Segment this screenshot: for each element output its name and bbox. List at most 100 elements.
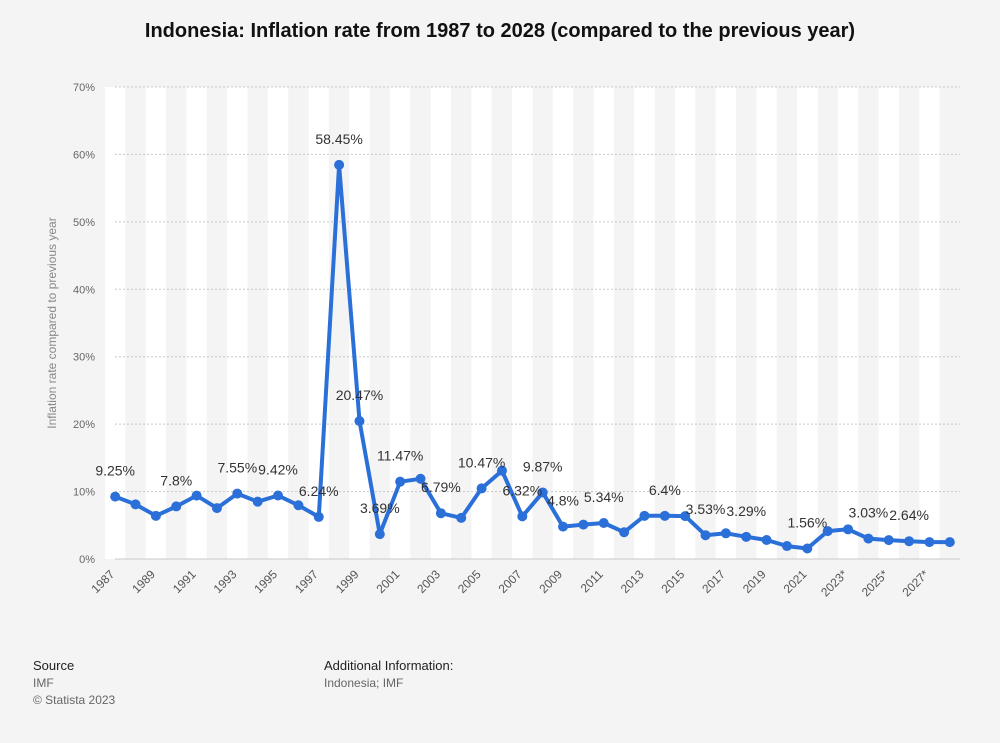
data-point xyxy=(456,512,467,523)
y-tick-label: 10% xyxy=(73,487,95,499)
x-tick-label: 2001 xyxy=(374,567,403,596)
copyright-line: © Statista 2023 xyxy=(33,693,116,707)
column-band xyxy=(593,87,614,559)
data-point xyxy=(781,541,792,552)
column-band xyxy=(471,87,492,559)
x-tick-label: 1993 xyxy=(211,567,240,596)
column-band xyxy=(227,87,248,559)
additional-info-heading: Additional Information: xyxy=(324,658,454,673)
y-tick-label: 70% xyxy=(73,82,95,94)
data-point xyxy=(130,499,141,510)
data-point xyxy=(944,537,955,548)
data-label: 9.42% xyxy=(258,461,298,477)
data-point xyxy=(761,534,772,545)
column-band xyxy=(797,87,818,559)
data-point xyxy=(476,483,487,494)
data-point xyxy=(313,511,324,522)
data-point xyxy=(517,511,528,522)
data-point xyxy=(904,536,915,547)
data-point xyxy=(334,159,345,170)
data-point xyxy=(863,533,874,544)
x-tick-label: 2013 xyxy=(618,567,647,596)
x-tick-label: 2005 xyxy=(455,567,484,596)
column-band xyxy=(512,87,533,559)
data-point xyxy=(883,535,894,546)
column-band xyxy=(878,87,899,559)
x-tick-label: 2027* xyxy=(900,567,932,599)
data-point xyxy=(252,496,263,507)
data-label: 6.4% xyxy=(649,482,681,498)
data-point xyxy=(171,501,182,512)
data-point xyxy=(558,521,569,532)
data-point xyxy=(802,543,813,554)
source-block: Source IMF © Statista 2023 xyxy=(33,658,115,707)
x-tick-label: 1987 xyxy=(89,567,118,596)
data-point xyxy=(680,511,691,522)
data-point xyxy=(293,500,304,511)
data-label: 11.47% xyxy=(377,448,423,464)
data-point xyxy=(110,491,121,502)
additional-info-line: Indonesia; IMF xyxy=(324,676,404,690)
data-point xyxy=(619,527,630,538)
x-tick-label: 2023* xyxy=(818,567,850,599)
column-band xyxy=(552,87,574,559)
data-point xyxy=(232,488,243,499)
y-tick-label: 30% xyxy=(73,352,95,364)
data-point xyxy=(191,490,202,501)
x-tick-label: 2021 xyxy=(781,567,810,596)
data-point xyxy=(374,529,385,540)
x-tick-label: 1997 xyxy=(292,567,321,596)
data-label: 7.8% xyxy=(160,472,192,488)
x-tick-label: 1991 xyxy=(170,567,199,596)
y-tick-label: 50% xyxy=(73,217,95,229)
column-band xyxy=(837,87,859,559)
data-label: 6.32% xyxy=(502,482,542,498)
data-label: 10.47% xyxy=(458,454,505,470)
data-label: 5.34% xyxy=(584,489,624,505)
column-band xyxy=(186,87,207,559)
data-point xyxy=(720,528,731,539)
data-point xyxy=(924,537,935,548)
source-heading: Source xyxy=(33,658,75,673)
y-tick-label: 60% xyxy=(73,149,95,161)
column-band xyxy=(105,87,126,559)
data-point xyxy=(273,490,284,501)
data-label: 9.25% xyxy=(95,463,135,479)
x-tick-label: 2007 xyxy=(496,567,525,596)
data-point xyxy=(598,517,609,528)
data-label: 7.55% xyxy=(217,460,257,476)
column-band xyxy=(675,87,696,559)
data-label: 2.64% xyxy=(889,507,929,523)
data-label: 3.03% xyxy=(849,505,889,521)
data-point xyxy=(415,473,426,484)
x-tick-label: 1999 xyxy=(333,567,362,596)
data-label: 6.24% xyxy=(299,483,339,499)
x-tick-label: 2011 xyxy=(578,567,606,595)
chart-title: Indonesia: Inflation rate from 1987 to 2… xyxy=(144,20,856,42)
data-label: 58.45% xyxy=(315,131,362,147)
column-band xyxy=(919,87,940,559)
data-point xyxy=(578,519,589,530)
column-band xyxy=(430,87,452,559)
data-label: 3.69% xyxy=(360,500,400,516)
data-point xyxy=(639,510,650,521)
data-point xyxy=(659,510,670,521)
data-label: 1.56% xyxy=(787,514,827,530)
data-point xyxy=(211,503,222,514)
data-point xyxy=(537,487,548,498)
column-band xyxy=(267,87,289,559)
y-axis-label: Inflation rate compared to previous year xyxy=(45,217,59,428)
line-chart: 0% 10% 20% 30% 40% 50% 60% 70% Inflation rate co… xyxy=(45,82,960,599)
source-line: IMF xyxy=(33,676,54,690)
additional-info-block: Additional Information: Indonesia; IMF xyxy=(324,658,453,690)
data-label: 20.47% xyxy=(336,387,383,403)
x-tick-label: 2009 xyxy=(536,567,565,596)
data-point xyxy=(843,524,854,535)
column-band xyxy=(390,87,411,559)
x-tick-label: 1989 xyxy=(129,567,158,596)
data-label: 6.79% xyxy=(421,479,461,495)
data-point xyxy=(700,530,711,541)
x-tick-label: 2019 xyxy=(740,567,769,596)
y-tick-label: 40% xyxy=(73,284,95,296)
data-point xyxy=(395,476,406,487)
